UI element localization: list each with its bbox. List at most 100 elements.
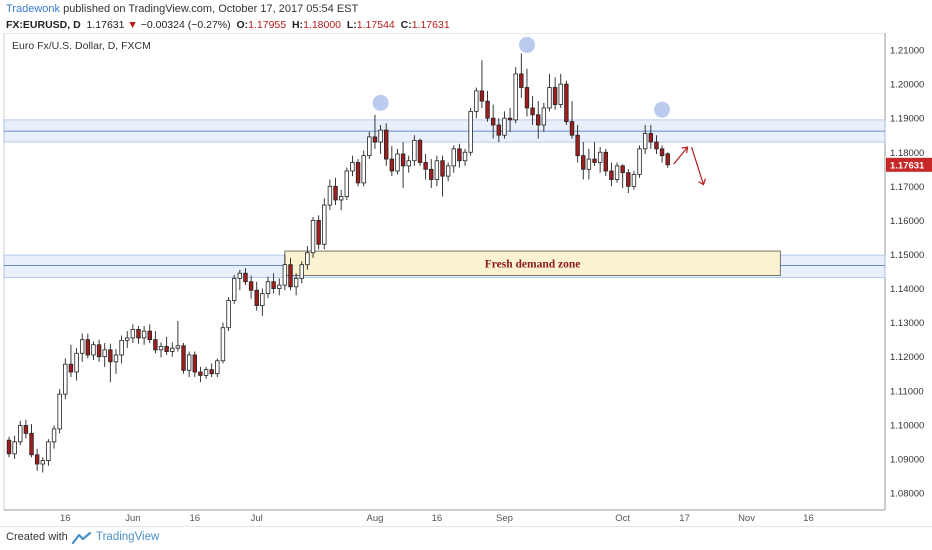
candle [378, 124, 383, 154]
candle [462, 148, 468, 166]
candle [536, 101, 541, 139]
candle [552, 77, 558, 110]
candle-body [310, 219, 316, 254]
candle [384, 123, 389, 166]
candle [395, 148, 400, 175]
candle-body [603, 151, 608, 172]
candle-body [63, 363, 68, 395]
candle-body [519, 73, 524, 88]
candle [507, 107, 513, 132]
projection-arrow-down [691, 146, 705, 185]
candle [519, 53, 524, 98]
candle-body [541, 107, 547, 126]
candle-body [68, 363, 74, 373]
y-tick-label: 1.18000 [890, 148, 924, 159]
down-arrow-icon: ▼ [127, 19, 138, 31]
tradingview-brand[interactable]: TradingView [96, 531, 160, 543]
candle [226, 297, 231, 332]
candle-body [282, 264, 288, 286]
candle-body [46, 441, 51, 461]
candle [141, 326, 147, 345]
candle-body [597, 151, 603, 163]
candle-body [496, 124, 502, 136]
price-change: −0.00324 (−0.27%) [140, 19, 231, 31]
candle-body [552, 87, 558, 105]
candle-body [406, 160, 411, 167]
candle-body [102, 349, 107, 358]
candle [113, 349, 119, 374]
footer: Created with TradingView [0, 526, 932, 550]
open-value: 1.17955 [248, 19, 287, 31]
candle [74, 348, 79, 381]
candle [57, 389, 62, 434]
candle-body [502, 117, 507, 136]
candle-body [378, 129, 383, 143]
x-tick-label: Aug [366, 513, 383, 524]
last-price-tag-label: 1.17631 [890, 160, 925, 171]
candle [429, 159, 434, 189]
y-tick-label: 1.09000 [890, 454, 924, 465]
candle-body [91, 344, 96, 356]
peak-marker [372, 94, 389, 111]
candle [125, 331, 130, 349]
candle-body [153, 339, 158, 351]
candle-body [96, 344, 102, 358]
candle-body [293, 277, 299, 288]
candle-body [350, 162, 355, 172]
candle [659, 145, 665, 163]
candle-body [586, 158, 592, 170]
candle-body [113, 354, 119, 363]
candle [147, 324, 152, 344]
candle [620, 164, 625, 189]
candle-body [490, 117, 496, 126]
candle [29, 424, 34, 458]
y-tick-label: 1.12000 [890, 352, 924, 363]
candle-body [575, 134, 580, 157]
candle-body [181, 345, 186, 371]
x-tick-label: 16 [803, 513, 814, 524]
candle [203, 366, 209, 379]
symbol-label: FX:EURUSD, D [6, 19, 81, 31]
candle [609, 162, 614, 187]
author-link[interactable]: Tradewonk [6, 3, 61, 15]
candle [468, 107, 473, 156]
candle [665, 152, 670, 168]
candle-body [457, 148, 462, 162]
candle-body [558, 83, 563, 105]
y-tick-label: 1.10000 [890, 420, 924, 431]
candle [445, 162, 451, 182]
candle [575, 124, 580, 163]
candle-body [479, 90, 485, 102]
candle-body [659, 148, 665, 157]
price-chart[interactable]: Fresh demand zone 1.21000 1.20000 1.19000 1.… [0, 33, 932, 525]
candle [631, 170, 637, 190]
last-price-tag [886, 157, 932, 172]
candle-body [299, 264, 304, 279]
demand-zone-label: Fresh demand zone [485, 258, 581, 270]
candle-body [79, 339, 85, 354]
candle-body [372, 136, 378, 143]
candle [389, 146, 395, 177]
candle-body [40, 460, 45, 465]
candle-body [507, 117, 513, 121]
candle-body [400, 153, 406, 167]
projection-arrowhead-up [681, 146, 689, 154]
candle-body [631, 173, 637, 187]
candle-body [389, 158, 395, 172]
candle [237, 269, 243, 291]
candle-body [316, 219, 321, 245]
candle [648, 124, 654, 149]
candle-body [175, 345, 181, 349]
candle-body [141, 330, 147, 339]
candle [586, 148, 592, 180]
publish-line: Tradewonk published on TradingView.com, … [6, 2, 358, 16]
y-tick-label: 1.19000 [890, 114, 924, 125]
candle [254, 281, 259, 311]
candle-body [614, 165, 620, 180]
candle-body [277, 284, 282, 289]
candle [406, 155, 411, 173]
y-tick-label: 1.16000 [890, 216, 924, 227]
candle-body [440, 160, 445, 177]
candle [350, 155, 355, 177]
high-label: H: [291, 19, 304, 31]
